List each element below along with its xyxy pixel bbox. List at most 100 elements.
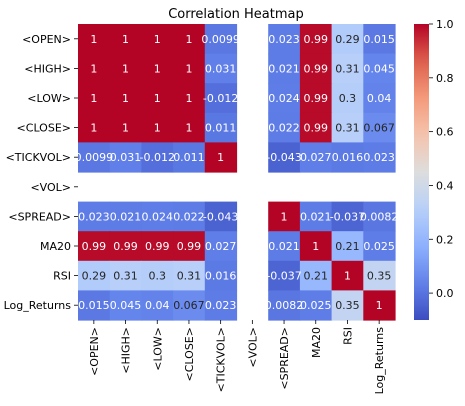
cell-value-label: 0.031 <box>110 151 142 164</box>
heatmap-cell <box>173 83 206 114</box>
heatmap-cell <box>268 201 301 232</box>
heatmap-cell <box>78 83 111 114</box>
cell-value-label: 0.023 <box>268 33 300 46</box>
heatmap-cell <box>363 112 396 143</box>
cell-value-label: 1 <box>154 122 161 135</box>
heatmap-cell <box>299 231 333 262</box>
y-tick-label: RSI <box>53 270 71 283</box>
heatmap-cell <box>78 53 111 84</box>
cell-value-label: 0.21 <box>335 240 360 253</box>
cell-value-label: 0.99 <box>304 33 329 46</box>
cell-value-label: 1 <box>122 122 129 135</box>
heatmap-cell <box>268 142 301 173</box>
heatmap-cell <box>299 142 333 173</box>
cell-value-label: 0.29 <box>82 270 107 283</box>
heatmap-cell <box>204 53 238 84</box>
heatmap-cell <box>363 53 396 84</box>
heatmap-cell <box>299 112 333 143</box>
x-tick-label: <LOW> <box>151 327 164 371</box>
heatmap-cell <box>173 290 206 321</box>
cell-value-label: 0.024 <box>268 92 300 105</box>
cell-value-label: 0.025 <box>300 299 332 312</box>
heatmap-cell <box>204 231 238 262</box>
heatmap-cell <box>299 53 333 84</box>
heatmap-cell <box>268 83 301 114</box>
cell-value-label: 0.016 <box>205 270 237 283</box>
cell-value-label: -0.037 <box>266 270 301 283</box>
heatmap-cell <box>78 231 111 262</box>
cell-value-label: -0.043 <box>203 210 238 223</box>
heatmap-cell <box>363 24 396 55</box>
cell-value-label: 1 <box>376 299 383 312</box>
x-axis-ticks: <OPEN> <HIGH> <LOW> <CLOSE> <TICKVOL> <VOL> <S… <box>88 320 386 394</box>
cell-value-label: 0.022 <box>173 210 205 223</box>
heatmap-cell <box>363 231 396 262</box>
cell-value-label: 0.04 <box>367 92 392 105</box>
heatmap-cell <box>109 112 142 143</box>
cell-value-label: 1 <box>122 62 129 75</box>
cell-value-label: 0.0082 <box>360 210 399 223</box>
heatmap-cell <box>363 83 396 114</box>
heatmap-cell <box>173 231 206 262</box>
heatmap-cell <box>173 142 206 173</box>
heatmap-cell <box>141 83 174 114</box>
y-tick-label: <LOW> <box>27 92 71 105</box>
x-tick-label: <HIGH> <box>120 327 133 374</box>
y-tick-label: MA20 <box>40 240 71 253</box>
cell-value-label: 0.027 <box>205 240 237 253</box>
cell-value-label: 1 <box>90 122 97 135</box>
heatmap-cell <box>299 290 333 321</box>
cell-value-label: 0.067 <box>363 122 395 135</box>
heatmap-cell <box>109 290 142 321</box>
cell-value-label: 0.21 <box>304 270 329 283</box>
heatmap-cell <box>173 24 206 55</box>
cell-value-label: 0.31 <box>335 62 360 75</box>
cell-value-label: 0.31 <box>113 270 138 283</box>
cell-value-label: 0.0099 <box>201 33 240 46</box>
heatmap-cell <box>173 53 206 84</box>
heatmap-cell <box>109 24 142 55</box>
cell-value-label: 0.015 <box>78 299 110 312</box>
heatmap-cell <box>173 201 206 232</box>
heatmap-cell <box>363 290 396 321</box>
heatmap-cell <box>141 112 174 143</box>
heatmap-cell <box>299 83 333 114</box>
cell-value-label: 0.021 <box>110 210 142 223</box>
cell-value-label: 0.011 <box>173 151 205 164</box>
cell-value-label: 0.011 <box>205 122 237 135</box>
heatmap-cell <box>109 231 142 262</box>
cell-value-label: 0.031 <box>205 62 237 75</box>
heatmap-cell <box>331 24 364 55</box>
x-tick-label: Log_Returns <box>373 327 386 395</box>
cell-value-label: 1 <box>185 62 192 75</box>
heatmap-cell <box>78 24 111 55</box>
heatmap-cell <box>204 142 238 173</box>
heatmap-cell <box>109 260 142 291</box>
cell-value-label: 0.31 <box>177 270 202 283</box>
cell-value-label: 1 <box>185 122 192 135</box>
heatmap-cell <box>268 290 301 321</box>
cell-value-label: 0.045 <box>110 299 142 312</box>
cell-value-label: 0.04 <box>145 299 170 312</box>
cell-value-label: 0.023 <box>78 210 110 223</box>
heatmap-cell <box>331 83 364 114</box>
heatmap-cell <box>268 53 301 84</box>
heatmap-cell <box>204 290 238 321</box>
heatmap-cell <box>331 260 364 291</box>
colorbar-tick-label: 0.2 <box>436 233 454 246</box>
heatmap-cell <box>204 24 238 55</box>
heatmap-cell <box>141 24 174 55</box>
heatmap-cell <box>363 142 396 173</box>
heatmap-cell <box>268 24 301 55</box>
cell-value-label: 0.045 <box>363 62 395 75</box>
heatmap-cell <box>331 231 364 262</box>
x-tick-label: <SPREAD> <box>278 327 291 390</box>
cell-value-label: 0.99 <box>82 240 107 253</box>
heatmap-cell <box>173 260 206 291</box>
y-tick-label: <CLOSE> <box>17 122 71 135</box>
colorbar-tick-label: 0.8 <box>436 72 454 85</box>
y-tick-label: <SPREAD> <box>8 210 71 223</box>
cell-value-label: 0.023 <box>205 299 237 312</box>
